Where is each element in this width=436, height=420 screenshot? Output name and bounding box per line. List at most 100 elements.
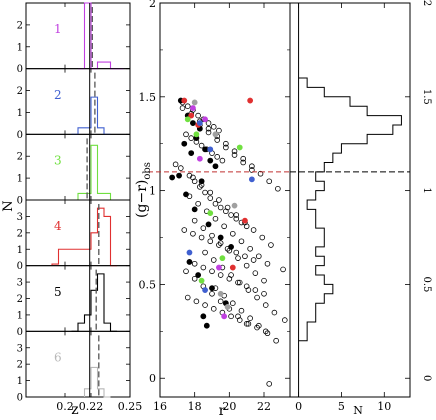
scatter-point (229, 264, 236, 271)
panel-label: 2 (54, 88, 62, 102)
scatter-point (191, 99, 198, 106)
left-y-axis-label: N (1, 200, 16, 211)
scatter-point (196, 155, 203, 162)
scatter-point (221, 223, 227, 230)
histogram-panel-5: 0 1 2 3 5 (17, 265, 131, 338)
scatter-point (228, 212, 234, 218)
y-tick-label: 0 (17, 130, 23, 141)
histogram-panel-1: 0 1 2 1 (17, 2, 131, 75)
scatter-point (266, 178, 273, 185)
color-magnitude-scatter: 0 0.5 1 1.5 2 16 18 20 22 (139, 0, 291, 413)
histogram-steps (298, 77, 402, 342)
scatter-point (238, 307, 245, 314)
panel-frame (25, 133, 131, 201)
scatter-point (207, 238, 214, 245)
y-tick-label: 1 (421, 187, 432, 193)
scatter-point (207, 146, 214, 153)
scatter-point (224, 304, 231, 310)
scatter-point (202, 146, 208, 153)
y-tick-label: 0 (17, 196, 23, 207)
scatter-point (190, 105, 196, 111)
scatter-point (179, 105, 186, 111)
scatter-point (217, 204, 224, 211)
scatter-point (266, 381, 273, 387)
y-tick-label: 2 (17, 152, 23, 163)
scatter-point (254, 324, 260, 331)
scatter-point (240, 159, 247, 166)
y-tick-label: 1 (17, 108, 23, 119)
scatter-point (207, 189, 214, 196)
scatter-point (181, 97, 188, 104)
scatter-point (235, 313, 241, 320)
y-tick-label: 3 (17, 343, 23, 354)
x-tick-label: 22 (257, 400, 271, 413)
scatter-point (261, 291, 267, 297)
scatter-point (198, 178, 205, 185)
scatter-point (235, 279, 241, 286)
scatter-y-axis-label-subscript: obs (142, 162, 153, 180)
scatter-point (216, 264, 222, 271)
scatter-point (236, 279, 243, 286)
x-tick-label: 0.25 (118, 400, 143, 413)
scatter-series-0 (172, 99, 288, 387)
scatter-point (247, 97, 254, 104)
histogram-panel-4: 0 1 2 3 4 (17, 199, 131, 272)
scatter-point (184, 116, 191, 123)
scatter-y-axis-label-main: (g−r) (134, 180, 150, 218)
scatter-point (212, 131, 219, 138)
panel-label: 3 (54, 154, 62, 168)
scatter-point (228, 313, 234, 320)
scatter-point (202, 189, 208, 196)
scatter-point (195, 272, 202, 278)
scatter-point (264, 330, 271, 337)
scatter-point (252, 270, 259, 276)
scatter-point (275, 185, 281, 192)
scatter-point (249, 167, 255, 173)
scatter-point (207, 210, 214, 217)
scatter-point (212, 200, 219, 207)
scatter-point (261, 277, 267, 284)
y-tick-label: 0 (17, 327, 23, 338)
scatter-point (238, 238, 245, 245)
histogram-steps (71, 144, 117, 201)
scatter-point (242, 253, 248, 260)
panel-label: 4 (54, 219, 62, 233)
scatter-point (233, 212, 240, 218)
x-tick-label: 5 (338, 400, 345, 413)
y-tick-label: 1.5 (421, 89, 432, 105)
histogram-panel-6: 0 1 2 3 6 (17, 330, 131, 404)
y-tick-label: 3 (17, 278, 23, 289)
scatter-point (217, 234, 224, 241)
scatter-point (176, 172, 182, 179)
scatter-point (209, 268, 215, 275)
scatter-point (268, 242, 274, 248)
scatter-point (230, 230, 236, 237)
y-tick-label: 2 (17, 360, 23, 371)
scatter-point (209, 232, 215, 239)
x-tick-label: 0 (295, 400, 302, 413)
scatter-point (233, 215, 240, 222)
histogram-steps (71, 96, 111, 135)
scatter-point (219, 157, 226, 164)
scatter-point (183, 191, 189, 198)
scatter-point (243, 262, 250, 269)
y-tick-label: 1 (17, 376, 23, 387)
scatter-point (209, 285, 215, 292)
redshift-histogram-panels: 0 1 2 1 0 1 2 2 0 1 2 3 0 1 2 3 4 0 1 2 3 5 0 1 2 3 6 0.2 0.22 0.25 (17, 2, 143, 413)
scatter-point (216, 197, 222, 203)
y-tick-label: 0 (17, 261, 23, 272)
scatter-point (169, 174, 176, 181)
scatter-point (209, 291, 215, 297)
panel-frame (25, 265, 131, 332)
scatter-point (231, 152, 238, 158)
scatter-point (210, 124, 217, 130)
scatter-point (186, 259, 193, 265)
scatter-point (196, 120, 203, 126)
x-tick-label: 0.2 (56, 400, 74, 413)
y-tick-label: 3 (17, 212, 23, 223)
right-x-axis-label: N (353, 404, 363, 417)
scatter-point (188, 150, 195, 156)
scatter-point (207, 195, 214, 201)
histogram-panel-3: 0 1 2 3 (17, 133, 131, 207)
scatter-point (205, 221, 212, 228)
